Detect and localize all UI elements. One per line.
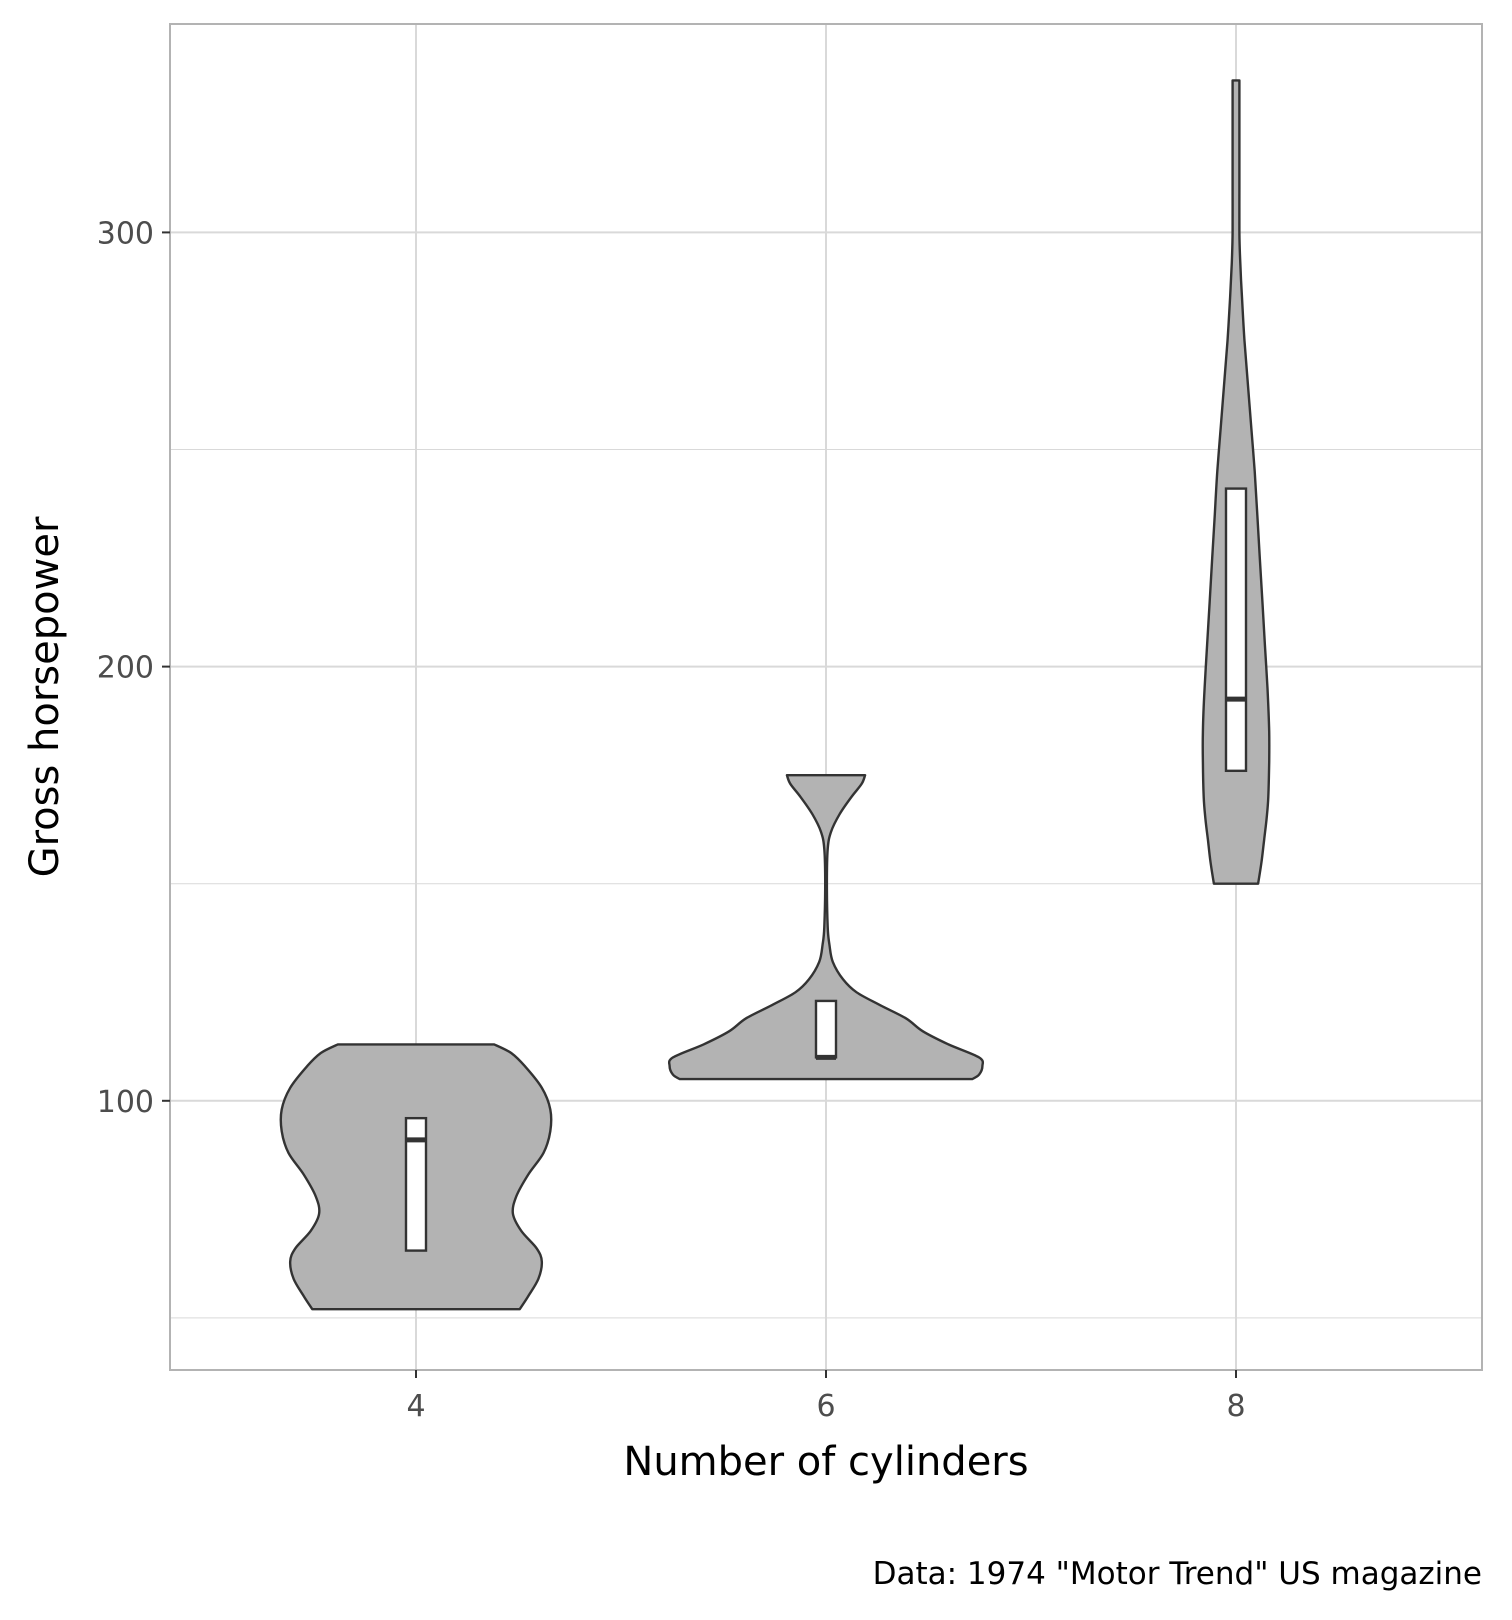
x-axis-title: Number of cylinders (623, 1439, 1028, 1485)
y-tick-label: 100 (97, 1085, 154, 1120)
box-cyl-6 (814, 999, 838, 1059)
y-tick-label: 200 (97, 651, 154, 686)
x-tick-label: 8 (1226, 1389, 1245, 1424)
x-tick-label: 6 (816, 1389, 835, 1424)
x-axis: 4 6 8 (406, 1370, 1246, 1424)
violin-cyl-6 (667, 774, 985, 1081)
violins (279, 79, 1271, 1311)
y-axis: 100 200 300 (97, 216, 170, 1120)
box-cyl-8 (1224, 487, 1248, 773)
violin-cyl-8 (1201, 79, 1271, 885)
caption: Data: 1974 "Motor Trend" US magazine (873, 1556, 1482, 1592)
x-tick-label: 4 (406, 1389, 425, 1424)
y-tick-label: 300 (97, 216, 154, 251)
y-axis-title: Gross horsepower (22, 516, 68, 877)
box-cyl-4 (404, 1116, 428, 1252)
